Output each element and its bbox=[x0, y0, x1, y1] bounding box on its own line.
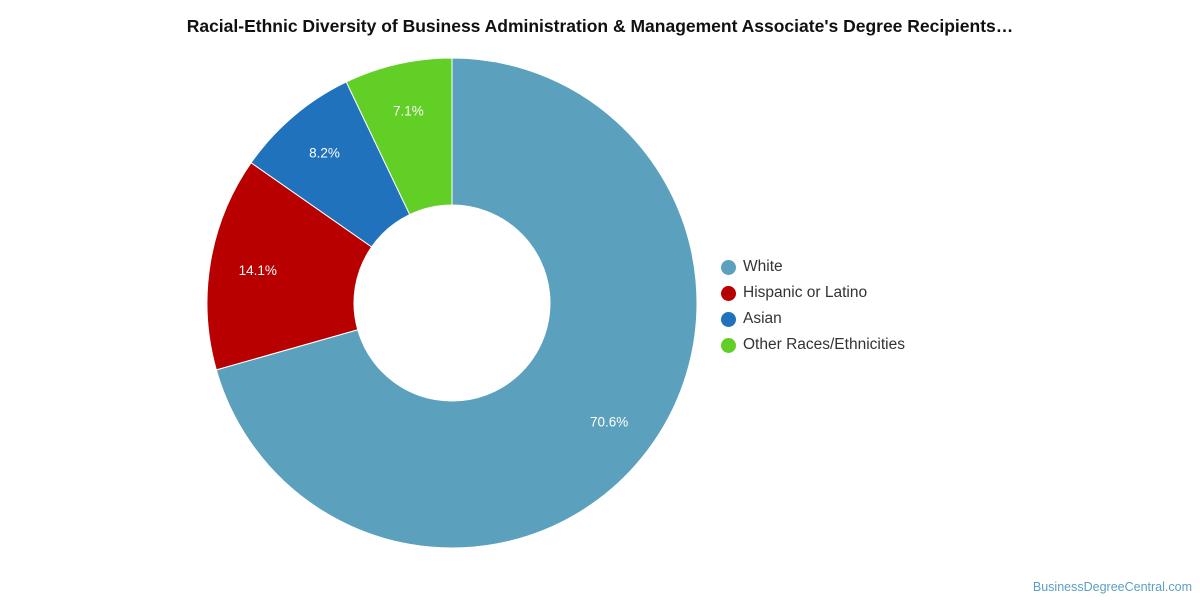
slice-group bbox=[206, 57, 698, 549]
slice-label-white: 70.6% bbox=[590, 414, 628, 429]
legend-item-hispanic-or-latino[interactable]: Hispanic or Latino bbox=[721, 280, 905, 306]
slice-other-races-ethnicities[interactable] bbox=[345, 57, 453, 216]
slice-label-group: 70.6% 14.1% 8.2% 7.1% bbox=[239, 103, 629, 429]
slice-label-hispanic-or-latino: 14.1% bbox=[239, 263, 277, 278]
legend-label: Other Races/Ethnicities bbox=[743, 336, 905, 353]
legend-swatch bbox=[721, 285, 736, 301]
legend-label: Asian bbox=[743, 310, 782, 327]
legend: White Hispanic or Latino Asian Other Races/… bbox=[721, 254, 905, 358]
legend-swatch bbox=[721, 311, 736, 327]
chart-title: Racial-Ethnic Diversity of Business Admi… bbox=[186, 16, 1014, 36]
watermark-link[interactable]: BusinessDegreeCentral.com bbox=[1032, 580, 1192, 594]
slice-hispanic-or-latino[interactable] bbox=[206, 162, 373, 371]
legend-label: Hispanic or Latino bbox=[743, 284, 868, 301]
legend-label: White bbox=[743, 258, 783, 275]
legend-item-other-races-ethnicities[interactable]: Other Races/Ethnicities bbox=[721, 332, 905, 358]
slice-white[interactable] bbox=[215, 57, 698, 549]
legend-item-asian[interactable]: Asian bbox=[721, 306, 905, 332]
slice-label-asian: 8.2% bbox=[309, 145, 340, 160]
slice-label-other-races-ethnicities: 7.1% bbox=[393, 103, 424, 118]
legend-swatch bbox=[721, 259, 736, 275]
legend-item-white[interactable]: White bbox=[721, 254, 905, 280]
legend-swatch bbox=[721, 337, 736, 353]
